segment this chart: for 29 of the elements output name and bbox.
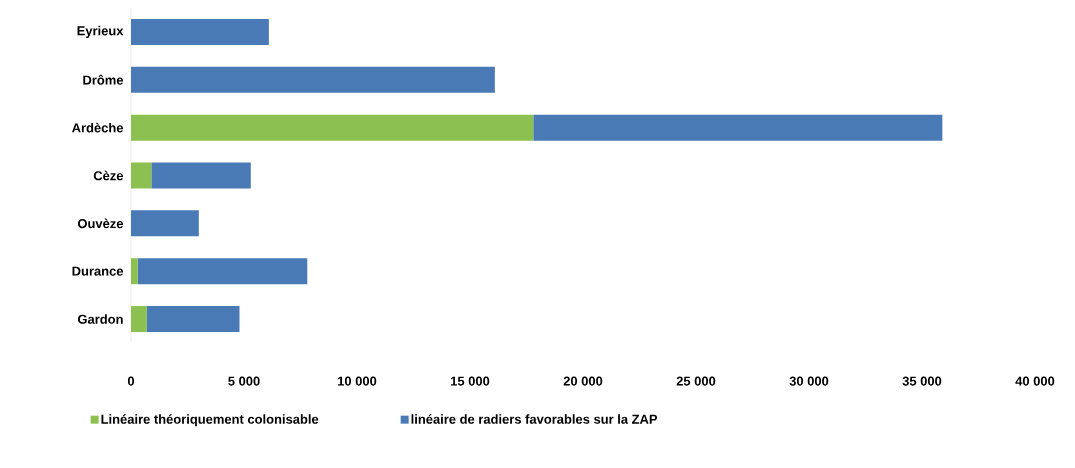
x-tick-label: 25 000	[676, 376, 716, 386]
bar	[131, 210, 199, 237]
bar	[151, 162, 251, 189]
bar	[131, 258, 138, 285]
x-tick-label: 5 000	[228, 376, 260, 386]
legend-label: Linéaire théoriquement colonisable	[101, 414, 319, 427]
y-tick-label: Eyrieux	[77, 25, 124, 38]
x-tick-label: 15 000	[451, 376, 490, 386]
legend-label: linéaire de radiers favorables sur la ZAP	[411, 414, 658, 424]
x-tick-label: 30 000	[789, 376, 829, 386]
y-tick-label: Drôme	[83, 74, 124, 85]
bar	[131, 162, 152, 189]
x-tick-label: 20 000	[563, 376, 603, 386]
x-tick-label: 0	[127, 376, 135, 386]
y-tick-label: Ardèche	[71, 122, 124, 133]
x-tick-label: 35 000	[902, 376, 942, 386]
y-tick-label: Gardon	[77, 314, 123, 324]
bar	[146, 306, 240, 333]
bar	[131, 306, 147, 333]
bar	[533, 114, 943, 141]
y-tick-label: Ouvèze	[77, 218, 124, 229]
x-tick-label: 10 000	[338, 376, 377, 386]
bar	[137, 258, 308, 285]
bar	[131, 114, 534, 141]
y-tick-label: Durance	[72, 266, 124, 276]
x-tick-label: 40 000	[1015, 376, 1055, 386]
bar	[131, 18, 269, 45]
y-tick-label: Cèze	[93, 170, 124, 181]
bar	[131, 66, 495, 93]
